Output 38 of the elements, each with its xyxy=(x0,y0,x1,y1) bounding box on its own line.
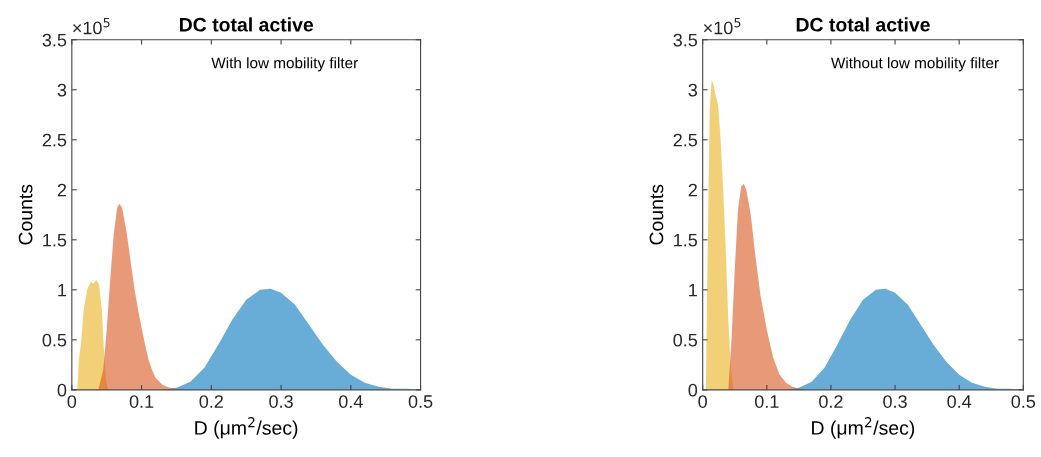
text: ×10$^{5}$ xyxy=(73,18,110,35)
y-tick-label: 2.5 xyxy=(673,133,698,147)
annotation: With low mobility filter xyxy=(211,57,358,72)
x-tick-label: 0.2 xyxy=(199,395,223,408)
y-tick-label: 3.5 xyxy=(42,33,67,47)
y-tick-label: 0 xyxy=(57,383,67,397)
y-tick-label: 3.5 xyxy=(673,33,698,47)
x-tick-label: 0.4 xyxy=(947,395,972,408)
x-tick-label: 0.2 xyxy=(819,395,843,408)
chart-title: DC total active xyxy=(796,17,930,32)
y-axis-title: Counts xyxy=(18,184,33,245)
y-tick-label: 2.5 xyxy=(42,133,67,147)
y-tick-label: 1.5 xyxy=(674,233,698,247)
x-tick-label: 0.5 xyxy=(1011,395,1036,408)
x-tick-label: 0.5 xyxy=(408,395,433,408)
y-tick-label: 3 xyxy=(57,83,67,97)
y-tick-label: 1.5 xyxy=(43,233,67,247)
x-tick-label: 0.1 xyxy=(754,395,779,408)
chart-title: DC total active xyxy=(179,17,314,32)
text: ×10$^{5}$ xyxy=(703,18,741,35)
annotation: Without low mobility filter xyxy=(830,57,999,72)
x-tick-label: 0.3 xyxy=(883,395,907,408)
y-tick-label: 1 xyxy=(58,283,67,297)
y-tick-label: 0.5 xyxy=(42,333,67,347)
y-tick-label: 0 xyxy=(688,383,698,397)
x-tick-label: 0.4 xyxy=(338,395,363,408)
y-tick-label: 0.5 xyxy=(673,333,698,347)
y-tick-label: 2 xyxy=(57,183,67,197)
x-tick-label: 0.3 xyxy=(269,395,293,408)
x-axis-title: D (μm$^{2}$/sec) xyxy=(812,417,915,439)
y-axis-title: Counts xyxy=(649,184,664,245)
x-axis-title: D (μm$^{2}$/sec) xyxy=(195,417,298,439)
y-tick-label: 3 xyxy=(688,83,698,97)
y-tick-label: 1 xyxy=(689,283,697,297)
x-tick-label: 0.1 xyxy=(129,395,154,408)
x-tick-label: 0 xyxy=(67,395,77,408)
x-tick-label: 0 xyxy=(698,395,707,408)
y-tick-label: 2 xyxy=(688,183,697,197)
